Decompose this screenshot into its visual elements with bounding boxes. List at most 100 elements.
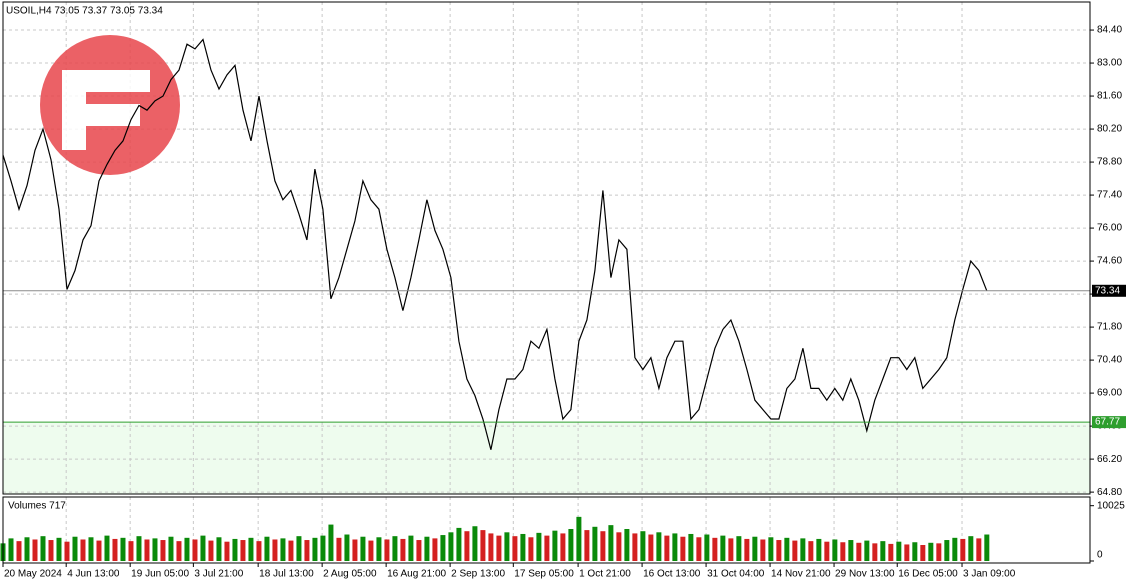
volume-bar <box>904 544 910 561</box>
y-tick-label: 0 <box>1097 550 1103 561</box>
volume-bar <box>616 532 622 561</box>
volume-bar <box>864 540 870 561</box>
volume-bar <box>608 525 614 561</box>
volume-bar <box>256 541 262 561</box>
volume-bar <box>448 532 454 561</box>
volume-bar <box>40 536 46 561</box>
grid-layer <box>2 2 1090 561</box>
volume-bar <box>288 540 294 561</box>
chart-title: USOIL,H4 73.05 73.37 73.05 73.34 <box>6 6 163 17</box>
volume-bar <box>640 531 646 561</box>
y-tick-label: 64.80 <box>1097 487 1122 498</box>
volume-bar <box>408 535 414 561</box>
volume-bar <box>784 537 790 561</box>
y-tick-label: 66.20 <box>1097 454 1122 465</box>
volume-bar <box>848 540 854 561</box>
x-tick-label: 1 Oct 21:00 <box>579 569 631 580</box>
volume-bar <box>120 537 126 561</box>
volume-bar <box>272 539 278 561</box>
volume-bar <box>472 526 478 561</box>
volume-bar <box>16 541 22 561</box>
volume-bar <box>312 537 318 561</box>
volume-bar <box>624 529 630 561</box>
volume-bar <box>760 539 766 561</box>
volume-bar <box>832 539 838 561</box>
volume-bar <box>432 538 438 561</box>
volume-bar <box>560 533 566 561</box>
volume-bar <box>240 540 246 561</box>
volume-bar <box>816 538 822 561</box>
volume-bar <box>512 536 518 561</box>
volume-bar <box>456 527 462 561</box>
level-box <box>1092 416 1126 429</box>
volume-bar <box>792 540 798 561</box>
price-line <box>2 38 988 450</box>
volume-bar <box>480 530 486 561</box>
volume-bar <box>752 536 758 561</box>
volume-bar <box>72 536 78 561</box>
last-price-box <box>1092 284 1126 297</box>
volume-bar <box>128 541 134 561</box>
x-tick-label: 29 Nov 13:00 <box>835 569 895 580</box>
x-tick-label: 3 Jul 21:00 <box>194 569 243 580</box>
volume-bar <box>248 537 254 561</box>
volume-bar <box>736 536 742 561</box>
volume-bar <box>888 543 894 561</box>
volume-bar <box>552 530 558 561</box>
volume-bar <box>496 535 502 561</box>
volume-bar <box>704 534 710 561</box>
volume-bar <box>568 529 574 561</box>
y-tick-label: 76.00 <box>1097 223 1122 234</box>
level-label: 67.77 <box>1095 417 1120 428</box>
volume-bar <box>936 543 942 561</box>
volume-bar <box>224 541 230 561</box>
volume-bar <box>144 539 150 561</box>
volume-bar <box>184 537 190 561</box>
volume-bar <box>160 540 166 561</box>
logo-letter <box>62 70 150 150</box>
x-tick-label: 31 Oct 04:00 <box>707 569 765 580</box>
volume-bar <box>824 541 830 561</box>
volume-bar <box>232 538 238 561</box>
volume-bar <box>280 538 286 561</box>
volume-bar <box>32 539 38 561</box>
y-tick-label: 84.40 <box>1097 25 1122 36</box>
y-tick-label: 71.80 <box>1097 322 1122 333</box>
volume-bar <box>528 537 534 561</box>
volume-bar <box>424 536 430 561</box>
volume-bar <box>728 538 734 561</box>
volume-bar <box>600 531 606 561</box>
volume-bar <box>216 537 222 561</box>
y-tick-label: 78.80 <box>1097 157 1122 168</box>
x-tick-label: 16 Oct 13:00 <box>643 569 701 580</box>
volume-bar <box>24 537 30 561</box>
volume-bar <box>320 535 326 561</box>
volume-bar <box>192 539 198 561</box>
volume-bar <box>592 526 598 561</box>
volume-bar <box>48 540 54 561</box>
volume-bar <box>952 537 958 561</box>
volume-bar <box>384 539 390 561</box>
volume-bar <box>520 533 526 561</box>
volume-bar <box>296 536 302 561</box>
x-tick-label: 20 May 2024 <box>4 569 62 580</box>
x-tick-label: 4 Jun 13:00 <box>67 569 120 580</box>
support-zone <box>3 422 1090 494</box>
zone-layer <box>3 422 1090 494</box>
volume-bar <box>896 541 902 561</box>
volume-bar <box>808 541 814 561</box>
volume-bar <box>632 533 638 561</box>
volume-bar <box>536 532 542 561</box>
volume-bar <box>368 540 374 561</box>
volume-bar <box>920 545 926 561</box>
volume-bar <box>576 516 582 561</box>
y-tick-label: 74.60 <box>1097 256 1122 267</box>
price-frame <box>2 1 1091 495</box>
volume-bar <box>80 539 86 561</box>
x-tick-label: 14 Nov 21:00 <box>771 569 831 580</box>
volume-bar <box>672 533 678 561</box>
volume-bar <box>64 541 70 561</box>
volume-bar <box>168 536 174 561</box>
volume-bar <box>664 535 670 561</box>
